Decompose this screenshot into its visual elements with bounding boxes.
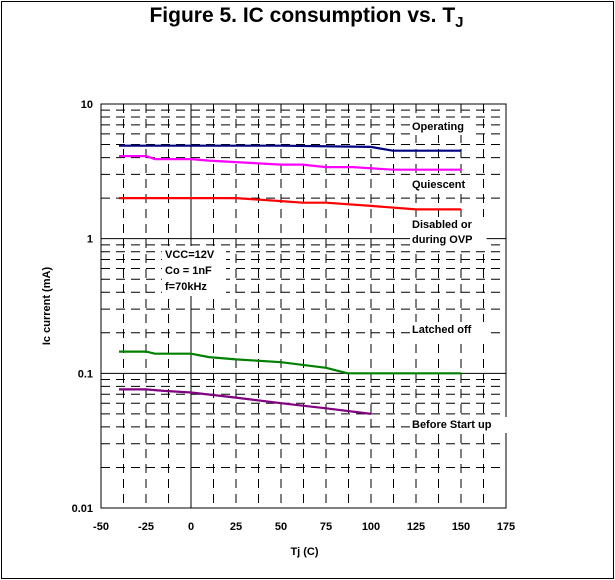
y-axis-label: Ic current (mA)	[41, 267, 53, 346]
series-label: Before Start up	[412, 419, 492, 431]
y-tick-label: 0.1	[78, 368, 93, 380]
series-label-bg	[410, 322, 487, 338]
x-tick-label: 0	[188, 521, 194, 533]
x-tick-label: 175	[497, 521, 515, 533]
y-tick-label: 1	[87, 234, 93, 246]
series-label-bg	[410, 177, 474, 193]
series-label: Operating	[412, 121, 464, 133]
series-label-bg	[410, 417, 513, 433]
x-axis-label: Tj (C)	[290, 546, 318, 558]
y-tick-label: 0.01	[72, 503, 93, 515]
series-label: Disabled or	[412, 219, 473, 231]
x-tick-label: 75	[320, 521, 332, 533]
conditions-box-bg	[162, 246, 226, 296]
condition-text: VCC=12V	[165, 249, 215, 261]
x-tick-label: -25	[138, 521, 154, 533]
figure-title: Figure 5. IC consumption vs. TJ	[149, 4, 464, 32]
series-label-bg	[410, 217, 487, 248]
series-line-0	[119, 144, 461, 152]
condition-text: Co = 1nF	[165, 265, 212, 277]
x-tick-label: 125	[407, 521, 425, 533]
series-label: during OVP	[412, 234, 473, 246]
x-tick-label: 25	[230, 521, 242, 533]
series-line-1	[119, 155, 461, 171]
series-line-4	[119, 388, 372, 415]
series-line-3	[119, 350, 461, 375]
y-tick-label: 10	[81, 99, 93, 111]
series-label: Latched off	[412, 324, 472, 336]
plot-border	[100, 103, 507, 509]
x-tick-label: 150	[452, 521, 470, 533]
series-label-bg	[410, 119, 474, 135]
x-tick-label: 100	[362, 521, 380, 533]
x-tick-label: 50	[275, 521, 287, 533]
x-tick-label: -50	[93, 521, 109, 533]
condition-text: f=70kHz	[165, 281, 207, 293]
series-line-2	[119, 197, 461, 211]
series-label: Quiescent	[412, 179, 466, 191]
